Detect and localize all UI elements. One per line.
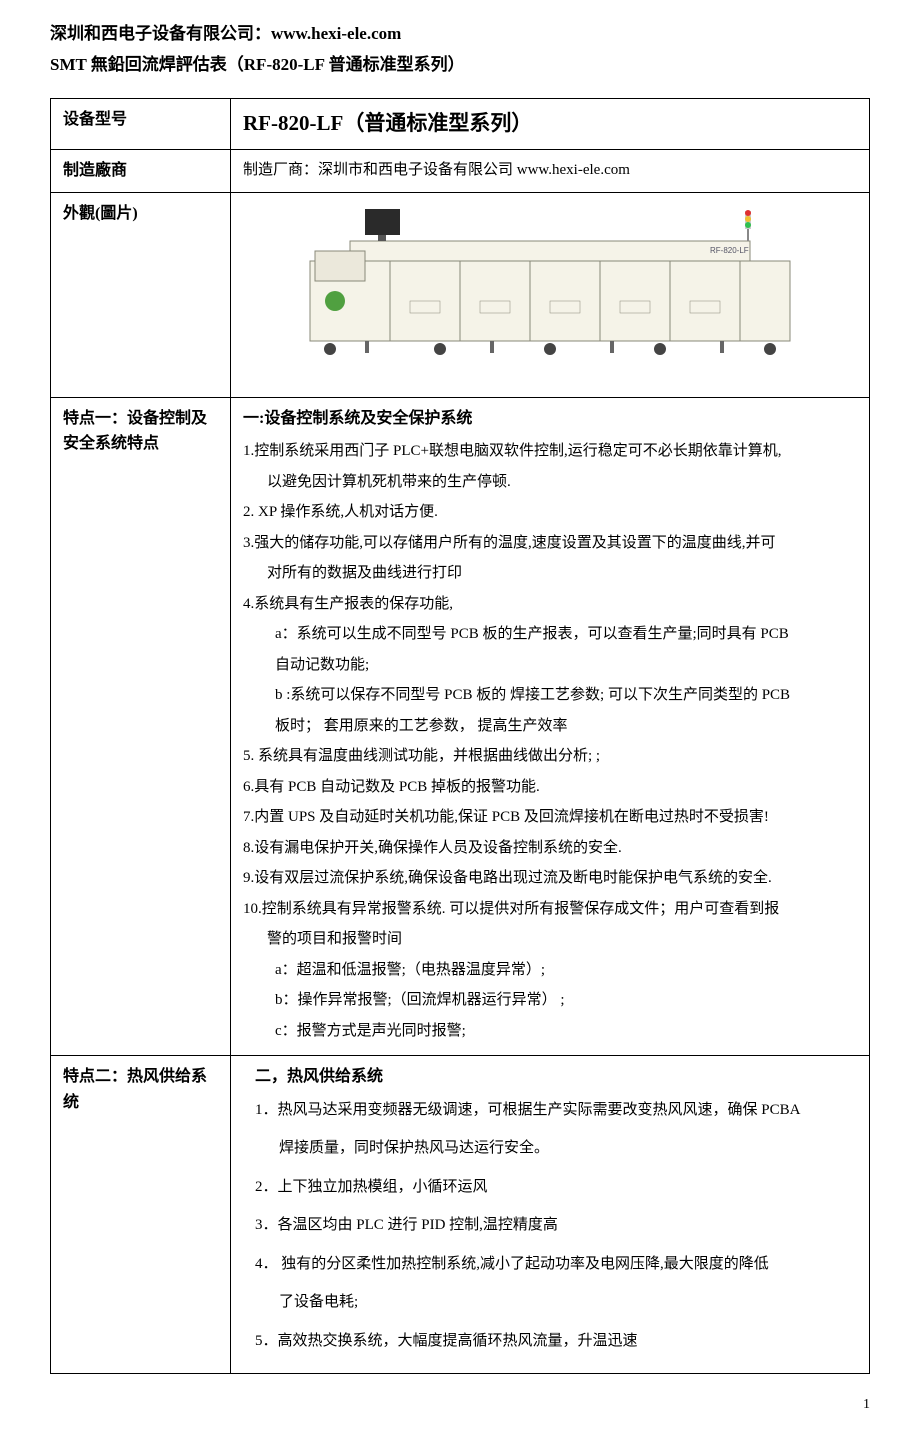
list-item: 4.系统具有生产报表的保存功能,	[243, 590, 857, 619]
list-item: 6.具有 PCB 自动记数及 PCB 掉板的报警功能.	[243, 773, 857, 802]
feature2-section-title: 二，热风供给系统	[243, 1064, 857, 1090]
list-item: 5．高效热交换系统，大幅度提高循环热风流量，升温迅速	[255, 1327, 857, 1356]
machine-diagram: RF-820-LF	[290, 201, 810, 381]
list-item: c：报警方式是声光同时报警;	[243, 1017, 857, 1046]
list-item: 焊接质量，同时保护热风马达运行安全。	[255, 1134, 857, 1163]
table-row: 外觀(圖片)	[51, 192, 870, 397]
list-item: 9.设有双层过流保护系统,确保设备电路出现过流及断电时能保护电气系统的安全.	[243, 864, 857, 893]
list-item: 3.强大的储存功能,可以存储用户所有的温度,速度设置及其设置下的温度曲线,并可	[243, 529, 857, 558]
list-item: b：操作异常报警;（回流焊机器运行异常） ;	[243, 986, 857, 1015]
table-row: 特点二：热风供给系统 二，热风供给系统 1．热风马达采用变频器无级调速，可根据生…	[51, 1056, 870, 1374]
page-number: 1	[50, 1394, 870, 1416]
list-item: 以避免因计算机死机带来的生产停顿.	[243, 468, 857, 497]
table-row: 特点一：设备控制及安全系统特点 一:设备控制系统及安全保护系统 1.控制系统采用…	[51, 397, 870, 1056]
list-item: 2．上下独立加热模组，小循环运风	[255, 1173, 857, 1202]
model-value: RF-820-LF（普通标准型系列）	[231, 99, 870, 150]
document-title: SMT 無鉛回流焊評估表（RF-820-LF 普通标准型系列）	[50, 51, 870, 78]
machine-image-cell: RF-820-LF	[231, 192, 870, 397]
list-item: 1．热风马达采用变频器无级调速，可根据生产实际需要改变热风风速，确保 PCBA	[255, 1096, 857, 1125]
manufacturer-value: 制造厂商：深圳市和西电子设备有限公司 www.hexi-ele.com	[231, 149, 870, 192]
list-item: a：超温和低温报警;（电热器温度异常）;	[243, 956, 857, 985]
feature1-label: 特点一：设备控制及安全系统特点	[51, 397, 231, 1056]
list-item: 了设备电耗;	[255, 1288, 857, 1317]
feature1-content: 一:设备控制系统及安全保护系统 1.控制系统采用西门子 PLC+联想电脑双软件控…	[231, 397, 870, 1056]
list-item: 8.设有漏电保护开关,确保操作人员及设备控制系统的安全.	[243, 834, 857, 863]
list-item: 对所有的数据及曲线进行打印	[243, 559, 857, 588]
list-item: a：系统可以生成不同型号 PCB 板的生产报表，可以查看生产量;同时具有 PCB	[243, 620, 857, 649]
list-item: 4． 独有的分区柔性加热控制系统,减小了起动功率及电网压降,最大限度的降低	[255, 1250, 857, 1279]
list-item: 自动记数功能;	[243, 651, 857, 680]
table-row: 设备型号 RF-820-LF（普通标准型系列）	[51, 99, 870, 150]
spec-table: 设备型号 RF-820-LF（普通标准型系列） 制造廠商 制造厂商：深圳市和西电…	[50, 98, 870, 1374]
list-item: 10.控制系统具有异常报警系统. 可以提供对所有报警保存成文件；用户可查看到报	[243, 895, 857, 924]
list-item: b :系统可以保存不同型号 PCB 板的 焊接工艺参数; 可以下次生产同类型的 …	[243, 681, 857, 710]
feature1-list: 1.控制系统采用西门子 PLC+联想电脑双软件控制,运行稳定可不必长期依靠计算机…	[243, 437, 857, 1045]
svg-text:RF-820-LF: RF-820-LF	[710, 246, 749, 255]
company-header: 深圳和西电子设备有限公司：www.hexi-ele.com	[50, 20, 870, 47]
feature2-label: 特点二：热风供给系统	[51, 1056, 231, 1374]
list-item: 5. 系统具有温度曲线测试功能，并根据曲线做出分析; ;	[243, 742, 857, 771]
list-item: 1.控制系统采用西门子 PLC+联想电脑双软件控制,运行稳定可不必长期依靠计算机…	[243, 437, 857, 466]
feature1-section-title: 一:设备控制系统及安全保护系统	[243, 406, 857, 432]
feature2-content: 二，热风供给系统 1．热风马达采用变频器无级调速，可根据生产实际需要改变热风风速…	[231, 1056, 870, 1374]
feature2-list: 1．热风马达采用变频器无级调速，可根据生产实际需要改变热风风速，确保 PCBA …	[243, 1096, 857, 1356]
list-item: 板时； 套用原来的工艺参数， 提高生产效率	[243, 712, 857, 741]
model-label: 设备型号	[51, 99, 231, 150]
manufacturer-label: 制造廠商	[51, 149, 231, 192]
list-item: 警的项目和报警时间	[243, 925, 857, 954]
list-item: 7.内置 UPS 及自动延时关机功能,保证 PCB 及回流焊接机在断电过热时不受…	[243, 803, 857, 832]
table-row: 制造廠商 制造厂商：深圳市和西电子设备有限公司 www.hexi-ele.com	[51, 149, 870, 192]
list-item: 2. XP 操作系统,人机对话方便.	[243, 498, 857, 527]
appearance-label: 外觀(圖片)	[51, 192, 231, 397]
list-item: 3．各温区均由 PLC 进行 PID 控制,温控精度高	[255, 1211, 857, 1240]
